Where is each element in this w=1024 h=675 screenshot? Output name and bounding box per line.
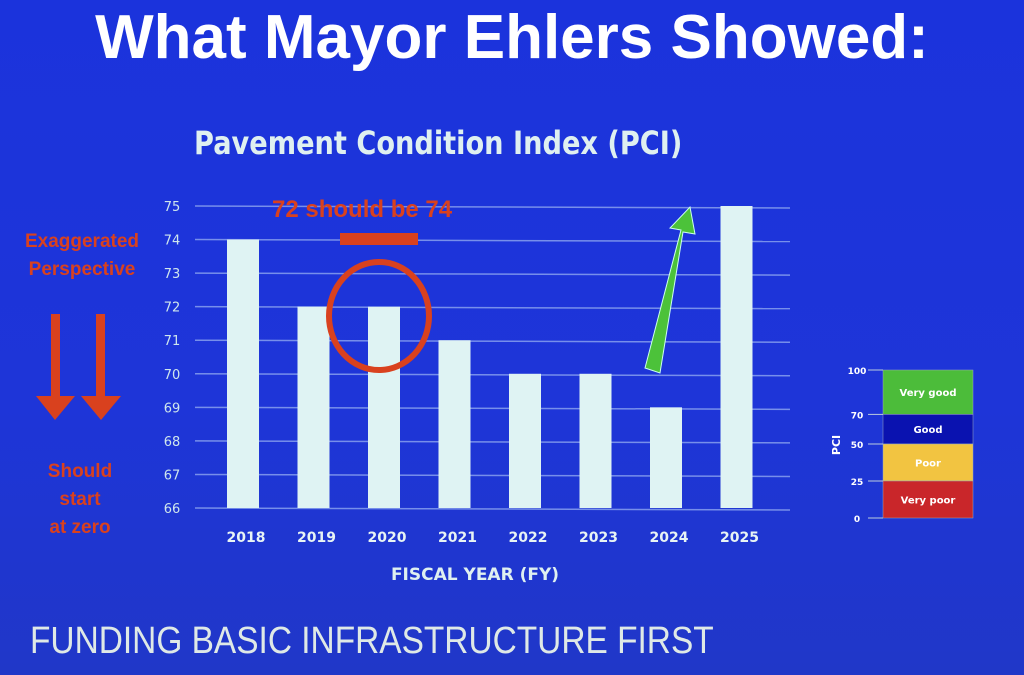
x-tick-label: 2023 bbox=[579, 530, 618, 546]
zero-note-line: Should bbox=[47, 461, 113, 482]
y-tick-label: 67 bbox=[164, 468, 181, 483]
gridline bbox=[194, 339, 791, 343]
pci-band-poor bbox=[882, 443, 974, 482]
pci-band-label: Very good bbox=[900, 388, 957, 399]
pci-band-label: Poor bbox=[915, 459, 941, 470]
y-tick-label: 66 bbox=[164, 502, 181, 517]
pci-band-label: Good bbox=[913, 425, 942, 436]
chart-title: Pavement Condition Index (PCI) bbox=[194, 124, 683, 162]
bar-2023 bbox=[579, 373, 612, 508]
bar-2018 bbox=[227, 239, 259, 509]
pci-band-good bbox=[882, 414, 974, 445]
gridline bbox=[194, 440, 791, 444]
pci-band-very-poor bbox=[882, 480, 974, 519]
bar-2020 bbox=[368, 306, 400, 508]
perspective-note: Exaggerated Perspective bbox=[24, 231, 140, 280]
gridline bbox=[194, 238, 791, 243]
red-down-arrows-icon bbox=[36, 314, 121, 420]
y-tick-label: 69 bbox=[164, 401, 181, 416]
bar-2024 bbox=[650, 407, 682, 508]
x-tick-label: 2024 bbox=[650, 530, 689, 546]
pci-tick-label: 25 bbox=[851, 478, 864, 488]
zero-note-line: start bbox=[59, 489, 101, 510]
pci-axis-label: PCI bbox=[830, 435, 843, 455]
gridline bbox=[194, 473, 791, 478]
zero-note-line: at zero bbox=[49, 517, 111, 538]
gridline bbox=[194, 305, 791, 310]
headline: What Mayor Ehlers Showed: bbox=[95, 3, 929, 72]
gridline bbox=[194, 507, 791, 511]
bar-2019 bbox=[297, 306, 330, 508]
correction-bar-mark bbox=[340, 233, 418, 245]
bar-2021 bbox=[438, 340, 471, 508]
y-tick-label: 74 bbox=[164, 234, 181, 249]
pci-tick-label: 70 bbox=[851, 411, 864, 421]
x-tick-label: 2018 bbox=[227, 530, 266, 546]
bar-2025 bbox=[720, 206, 753, 508]
pci-tick-label: 0 bbox=[854, 515, 860, 525]
correction-note: 72 should be 74 bbox=[272, 196, 453, 223]
pci-tick-label: 100 bbox=[848, 367, 867, 377]
bar-2022 bbox=[509, 373, 541, 508]
x-tick-label: 2022 bbox=[509, 530, 548, 546]
gridline bbox=[194, 373, 791, 377]
footer-text: FUNDING BASIC INFRASTRUCTURE FIRST bbox=[30, 620, 714, 662]
gridline bbox=[194, 205, 791, 209]
y-tick-label: 73 bbox=[164, 267, 181, 282]
zero-note: Should start at zero bbox=[20, 458, 140, 542]
gridline bbox=[194, 272, 791, 276]
green-up-arrow-icon bbox=[644, 205, 696, 374]
y-tick-label: 68 bbox=[164, 435, 181, 450]
x-tick-label: 2025 bbox=[720, 530, 759, 546]
highlight-circle bbox=[326, 259, 432, 373]
x-tick-label: 2020 bbox=[368, 530, 407, 546]
gridline bbox=[194, 406, 791, 411]
y-tick-label: 72 bbox=[164, 301, 181, 316]
y-tick-label: 70 bbox=[164, 368, 181, 383]
pci-band-label: Very poor bbox=[901, 496, 956, 507]
y-tick-label: 71 bbox=[164, 334, 181, 349]
pci-tick-label: 50 bbox=[851, 441, 864, 451]
x-axis-label: FISCAL YEAR (FY) bbox=[391, 565, 559, 585]
y-tick-label: 75 bbox=[164, 200, 181, 215]
x-tick-label: 2021 bbox=[438, 530, 477, 546]
x-tick-label: 2019 bbox=[297, 530, 336, 546]
